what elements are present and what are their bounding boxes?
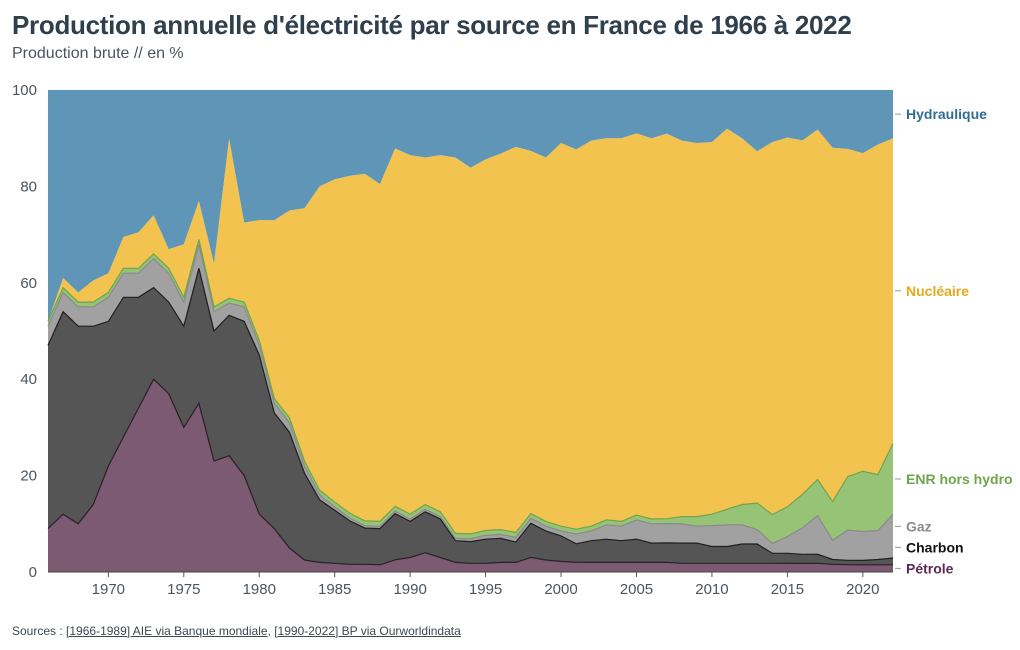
x-axis: 1970 1975 1980 1985 1990 1995 2000 2005 2010 2015…: [48, 571, 893, 598]
y-axis: 0 20 40 60 80 100: [12, 82, 37, 581]
stacked-area-chart: 1970 1975 1980 1985 1990 1995 2000 2005 2010 2015…: [12, 82, 1013, 598]
boundary-lines: [47, 239, 894, 566]
legend-label-charbon: Charbon: [906, 539, 964, 555]
y-tick-label: 100: [12, 82, 37, 99]
area-nucleaire: [48, 128, 893, 534]
legend-label-petrole: Pétrole: [906, 560, 954, 576]
area-gaz: [48, 244, 893, 561]
legend: Pétrole Charbon Gaz ENR hors hydro Nucléaire…: [895, 106, 1013, 576]
x-tick-label: 1985: [318, 581, 351, 598]
chart-subtitle: Production brute // en %: [12, 45, 184, 62]
x-tick-label: 1995: [469, 581, 502, 598]
sources-footer: Sources : [1966-1989] AIE via Banque mon…: [12, 624, 461, 638]
x-tick-label: 2020: [846, 581, 879, 598]
sources-prefix: Sources :: [12, 624, 63, 638]
line-charbon: [47, 268, 894, 562]
y-tick-label: 80: [20, 178, 37, 195]
x-tick-label: 1975: [167, 581, 200, 598]
legend-label-enr-hors-hydro: ENR hors hydro: [906, 471, 1013, 487]
x-tick-label: 1980: [243, 581, 276, 598]
area-layers: [48, 90, 893, 572]
line-enr-hors-hydro: [47, 239, 894, 535]
area-hydraulique: [48, 90, 893, 322]
legend-label-gaz: Gaz: [906, 518, 932, 534]
x-tick-label: 2000: [544, 581, 577, 598]
x-tick-label: 2005: [620, 581, 653, 598]
line-gaz: [47, 244, 894, 545]
y-tick-label: 20: [20, 468, 37, 485]
x-tick-label: 1990: [393, 581, 426, 598]
sources-separator: ,: [267, 624, 271, 638]
area-petrole: [48, 379, 893, 572]
y-tick-label: 60: [20, 275, 37, 292]
chart-title: Production annuelle d'électricité par so…: [12, 10, 852, 40]
line-petrole: [47, 378, 893, 566]
legend-label-nucleaire: Nucléaire: [906, 283, 969, 299]
source-link-bp[interactable]: [1990-2022] BP via Ourworldindata: [274, 624, 461, 638]
source-link-aie[interactable]: [1966-1989] AIE via Banque mondiale: [66, 624, 268, 638]
area-charbon: [48, 268, 893, 565]
legend-label-hydraulique: Hydraulique: [906, 106, 987, 122]
y-tick-label: 0: [29, 564, 37, 581]
area-enr-hors-hydro: [48, 239, 893, 544]
x-tick-label: 2015: [771, 581, 804, 598]
y-tick-label: 40: [20, 371, 37, 388]
x-tick-label: 2010: [695, 581, 728, 598]
x-tick-label: 1970: [92, 581, 125, 598]
